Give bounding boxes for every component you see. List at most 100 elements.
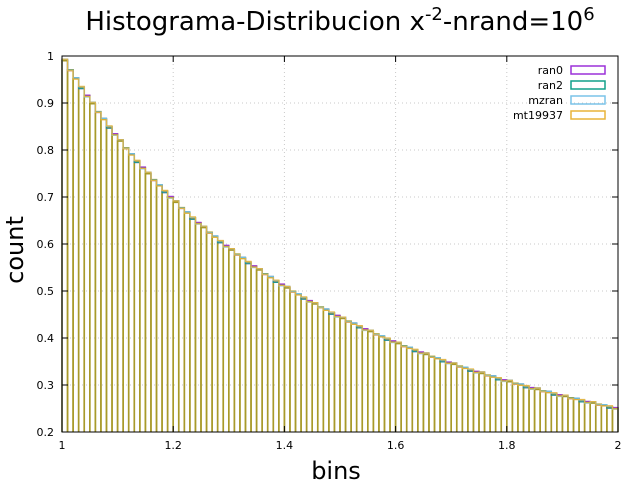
histogram-bin [278, 283, 286, 432]
histogram-bin [378, 335, 386, 432]
histogram-bin [111, 133, 119, 432]
histogram-bin [311, 303, 319, 432]
histogram-bin [122, 147, 130, 432]
histogram-bin [428, 355, 436, 432]
histogram-bin [511, 382, 519, 432]
histogram-bin [77, 86, 86, 432]
histogram-bin [578, 399, 586, 432]
histogram-bin [444, 361, 452, 432]
title-main: Histograma-Distribucion x [85, 7, 425, 37]
histogram-bin [233, 253, 241, 432]
histogram-bin [561, 395, 569, 432]
histogram-bin [283, 287, 291, 432]
histogram-bin [250, 265, 258, 432]
histogram-bin [189, 217, 197, 432]
histogram-bin [389, 340, 397, 432]
histogram-bin [316, 306, 325, 432]
histogram-bin [372, 333, 380, 432]
y-tick-label: 0.2 [37, 426, 55, 439]
title-middle: -nrand=10 [443, 7, 583, 37]
histogram-bin [367, 330, 375, 432]
x-tick-label: 1 [59, 439, 66, 452]
histogram-bin [105, 125, 113, 432]
histogram-bin [550, 392, 558, 432]
histogram-bin [455, 365, 464, 432]
histogram-bin [589, 402, 597, 432]
x-tick-label: 1.6 [387, 439, 405, 452]
histogram-bin [422, 353, 430, 432]
x-tick-label: 1.4 [276, 439, 294, 452]
histogram-bin [439, 359, 447, 432]
histogram-bin [539, 390, 547, 432]
histogram-bin [150, 178, 158, 432]
histogram-bin [528, 387, 536, 432]
y-tick-label: 0.9 [37, 97, 55, 110]
legend-swatch-ran0 [570, 65, 606, 75]
legend-label-mt19937: mt19937 [513, 109, 563, 122]
histogram-bin [394, 342, 402, 432]
chart-title: Histograma-Distribucion x-2-nrand=106 [85, 4, 594, 37]
histogram-bin [194, 221, 202, 432]
histogram-bin [127, 153, 136, 432]
histogram-bin [339, 317, 347, 432]
histogram-bin [300, 296, 308, 432]
histogram-bin [600, 404, 608, 432]
histogram-bin [177, 206, 186, 432]
histogram-bin [133, 160, 141, 432]
y-axis-label: count [1, 216, 29, 284]
histogram-bin [261, 272, 269, 432]
histogram-bars [61, 58, 619, 432]
legend-swatch-mzran [570, 95, 606, 105]
histogram-bin [544, 391, 553, 432]
x-tick-label: 1.2 [164, 439, 182, 452]
histogram-bin [572, 398, 580, 432]
histogram-bin [450, 363, 458, 432]
x-tick-label: 1.8 [498, 439, 516, 452]
histogram-bin [350, 323, 358, 432]
legend-label-ran0: ran0 [538, 64, 563, 77]
histogram-bin [239, 257, 247, 432]
axis-ticks: 1 1.2 1.4 1.6 1.8 2 0.2 0.3 0.4 0.5 0.6 0.7 0.8 0.9 1 [37, 50, 622, 452]
histogram-bin [228, 249, 236, 432]
histogram-bin [216, 240, 225, 432]
histogram-bin [594, 403, 603, 432]
histogram-bin [205, 231, 213, 432]
histogram-bin [567, 397, 575, 432]
y-tick-label: 0.7 [37, 191, 55, 204]
histogram-bin [433, 357, 441, 432]
histogram-bin [472, 370, 480, 432]
histogram-bin [266, 276, 275, 432]
histogram-bin [211, 236, 219, 432]
title-exponent-2: 6 [583, 4, 594, 25]
histogram-bin [100, 118, 108, 432]
y-tick-label: 0.5 [37, 285, 55, 298]
histogram-bin [478, 372, 486, 432]
legend-swatch-mt19937 [570, 110, 606, 120]
histogram-bin [305, 300, 313, 432]
legend-label-ran2: ran2 [538, 79, 563, 92]
histogram-bin [583, 400, 591, 432]
histogram-bin [144, 172, 152, 432]
y-tick-label: 0.8 [37, 144, 55, 157]
histogram-bin [83, 94, 91, 432]
histogram-bin [161, 190, 169, 432]
histogram-bin [244, 261, 252, 432]
histogram-bin [72, 77, 80, 432]
histogram-bin [155, 184, 163, 432]
histogram-bin [272, 280, 280, 432]
histogram-bin [533, 388, 541, 432]
series-mt19937-step [61, 58, 619, 432]
histogram-bin [400, 345, 408, 432]
histogram-bin [405, 347, 414, 432]
legend: ran0 ran2 mzran mt19937 [513, 64, 606, 122]
histogram-bin [139, 166, 147, 432]
histogram-bin [355, 325, 364, 432]
histogram-bin [461, 367, 469, 432]
histogram-bin [494, 377, 503, 432]
histogram-bin [200, 226, 208, 432]
histogram-bin [222, 244, 230, 432]
y-tick-label: 0.6 [37, 238, 55, 251]
histogram-bin [556, 394, 564, 432]
histogram-bin [166, 196, 174, 432]
